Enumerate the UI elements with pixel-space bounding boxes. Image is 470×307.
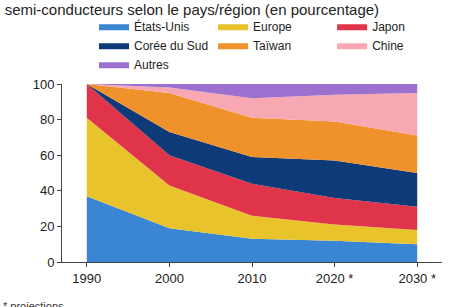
svg-text:Europe: Europe (253, 20, 292, 34)
svg-text:40: 40 (40, 183, 54, 198)
svg-text:60: 60 (40, 148, 54, 163)
svg-text:80: 80 (40, 112, 54, 127)
svg-text:Taïwan: Taïwan (253, 39, 291, 53)
svg-text:1990: 1990 (72, 271, 101, 286)
svg-text:Corée du Sud: Corée du Sud (134, 39, 208, 53)
svg-text:semi-conducteurs selon le pays: semi-conducteurs selon le pays/région (e… (5, 1, 379, 18)
svg-text:100: 100 (33, 77, 55, 92)
svg-text:2020 *: 2020 * (316, 271, 354, 286)
svg-text:2000: 2000 (155, 271, 184, 286)
svg-text:Chine: Chine (372, 39, 404, 53)
svg-text:États-Unis: États-Unis (134, 19, 189, 34)
svg-text:Autres: Autres (134, 58, 169, 72)
svg-text:2010: 2010 (238, 271, 267, 286)
svg-text:20: 20 (40, 219, 54, 234)
svg-text:Japon: Japon (372, 20, 405, 34)
svg-text:* projections.: * projections. (3, 300, 67, 307)
svg-text:0: 0 (47, 255, 54, 270)
svg-text:2030 *: 2030 * (398, 271, 436, 286)
